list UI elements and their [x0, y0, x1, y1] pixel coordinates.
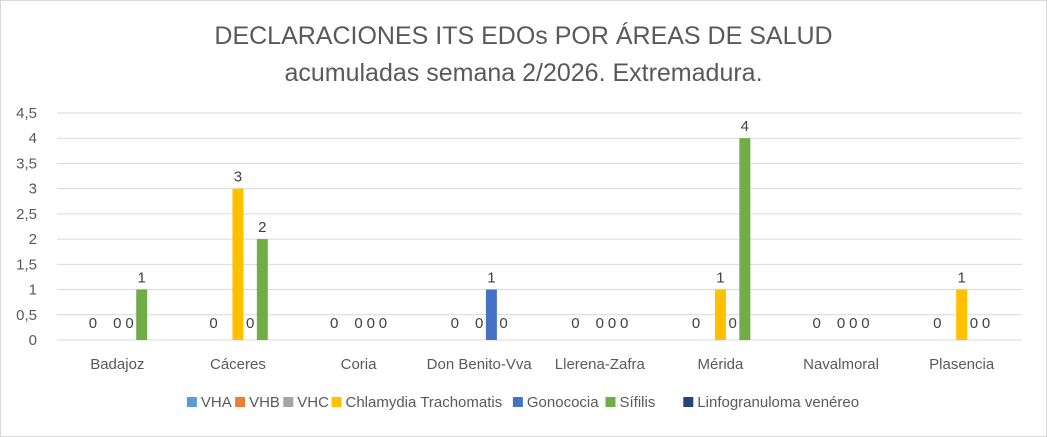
data-label: 1	[716, 270, 724, 287]
data-label: 0	[209, 315, 217, 332]
data-label: 0	[970, 315, 978, 332]
data-label: 3	[234, 169, 242, 186]
data-label: 0	[608, 315, 616, 332]
data-label: 0	[499, 315, 507, 332]
x-tick-label: Mérida	[698, 356, 745, 373]
legend-label: Sífilis	[620, 394, 656, 411]
legend-label: Gonococia	[527, 394, 599, 411]
x-tick-label: Cáceres	[210, 356, 266, 373]
data-label: 0	[246, 315, 254, 332]
y-tick-label: 2	[29, 231, 37, 248]
gridlines	[57, 112, 1022, 341]
x-axis-ticks: Badajoz Cáceres Coria Don Benito-Vva Llerena…	[90, 356, 995, 373]
legend-swatch	[683, 397, 694, 407]
data-label: 0	[571, 315, 579, 332]
data-label: 0	[367, 315, 375, 332]
legend-label: Chlamydia Trachomatis	[346, 394, 503, 411]
y-tick-label: 3,5	[16, 155, 37, 172]
bar	[739, 138, 751, 340]
data-label: 0	[849, 315, 857, 332]
x-tick-label: Badajoz	[90, 356, 144, 373]
x-tick-label: Llerena-Zafra	[555, 356, 646, 373]
bar	[136, 289, 148, 340]
data-label: 0	[379, 315, 387, 332]
bar	[714, 289, 726, 340]
data-label: 2	[258, 219, 266, 236]
bars	[136, 138, 968, 340]
y-tick-label: 0,5	[16, 307, 37, 324]
legend-swatch	[283, 397, 294, 407]
bar	[956, 289, 968, 340]
data-label: 0	[354, 315, 362, 332]
data-label: 0	[89, 315, 97, 332]
data-label: 0	[475, 315, 483, 332]
y-tick-label: 4,5	[16, 105, 37, 122]
data-label: 0	[330, 315, 338, 332]
data-label: 4	[741, 118, 749, 135]
legend-swatch	[186, 397, 197, 407]
legend-swatch	[512, 397, 523, 407]
legend-label: Linfogranuloma venéreo	[697, 394, 859, 411]
data-label: 0	[861, 315, 869, 332]
data-label: 0	[692, 315, 700, 332]
data-label: 0	[933, 315, 941, 332]
legend-label: VHA	[201, 394, 232, 411]
y-tick-label: 1	[29, 282, 37, 299]
y-axis-ticks: 0 0,5 1 1,5 2 2,5 3 3,5 4 4,5	[16, 105, 37, 349]
data-label: 0	[113, 315, 121, 332]
data-label: 0	[837, 315, 845, 332]
legend: VHA VHB VHC Chlamydia Trachomatis Gonococia S…	[186, 394, 859, 411]
data-label: 0	[982, 315, 990, 332]
chart-subtitle: acumuladas semana 2/2026. Extremadura.	[284, 59, 763, 87]
y-tick-label: 1,5	[16, 256, 37, 273]
data-label: 0	[620, 315, 628, 332]
x-tick-label: Coria	[341, 356, 378, 373]
data-label: 0	[451, 315, 459, 332]
data-label: 0	[125, 315, 133, 332]
bar	[232, 188, 244, 340]
legend-swatch	[235, 397, 246, 407]
x-tick-label: Don Benito-Vva	[427, 356, 533, 373]
legend-label: VHB	[249, 394, 280, 411]
y-tick-label: 3	[29, 181, 37, 198]
y-tick-label: 0	[29, 332, 37, 349]
data-label: 0	[728, 315, 736, 332]
data-label: 1	[487, 270, 495, 287]
data-label: 1	[138, 270, 146, 287]
y-tick-label: 2,5	[16, 206, 37, 223]
chart-title: DECLARACIONES ITS EDOs POR ÁREAS DE SALU…	[214, 22, 833, 50]
x-tick-label: Navalmoral	[803, 356, 879, 373]
legend-label: VHC	[297, 394, 329, 411]
y-tick-label: 4	[29, 130, 37, 147]
legend-swatch	[605, 397, 616, 407]
data-label: 0	[596, 315, 604, 332]
legend-swatch	[331, 397, 342, 407]
x-tick-label: Plasencia	[929, 356, 995, 373]
bar	[485, 289, 497, 340]
data-label: 1	[958, 270, 966, 287]
data-label: 0	[812, 315, 820, 332]
bar	[256, 239, 268, 340]
